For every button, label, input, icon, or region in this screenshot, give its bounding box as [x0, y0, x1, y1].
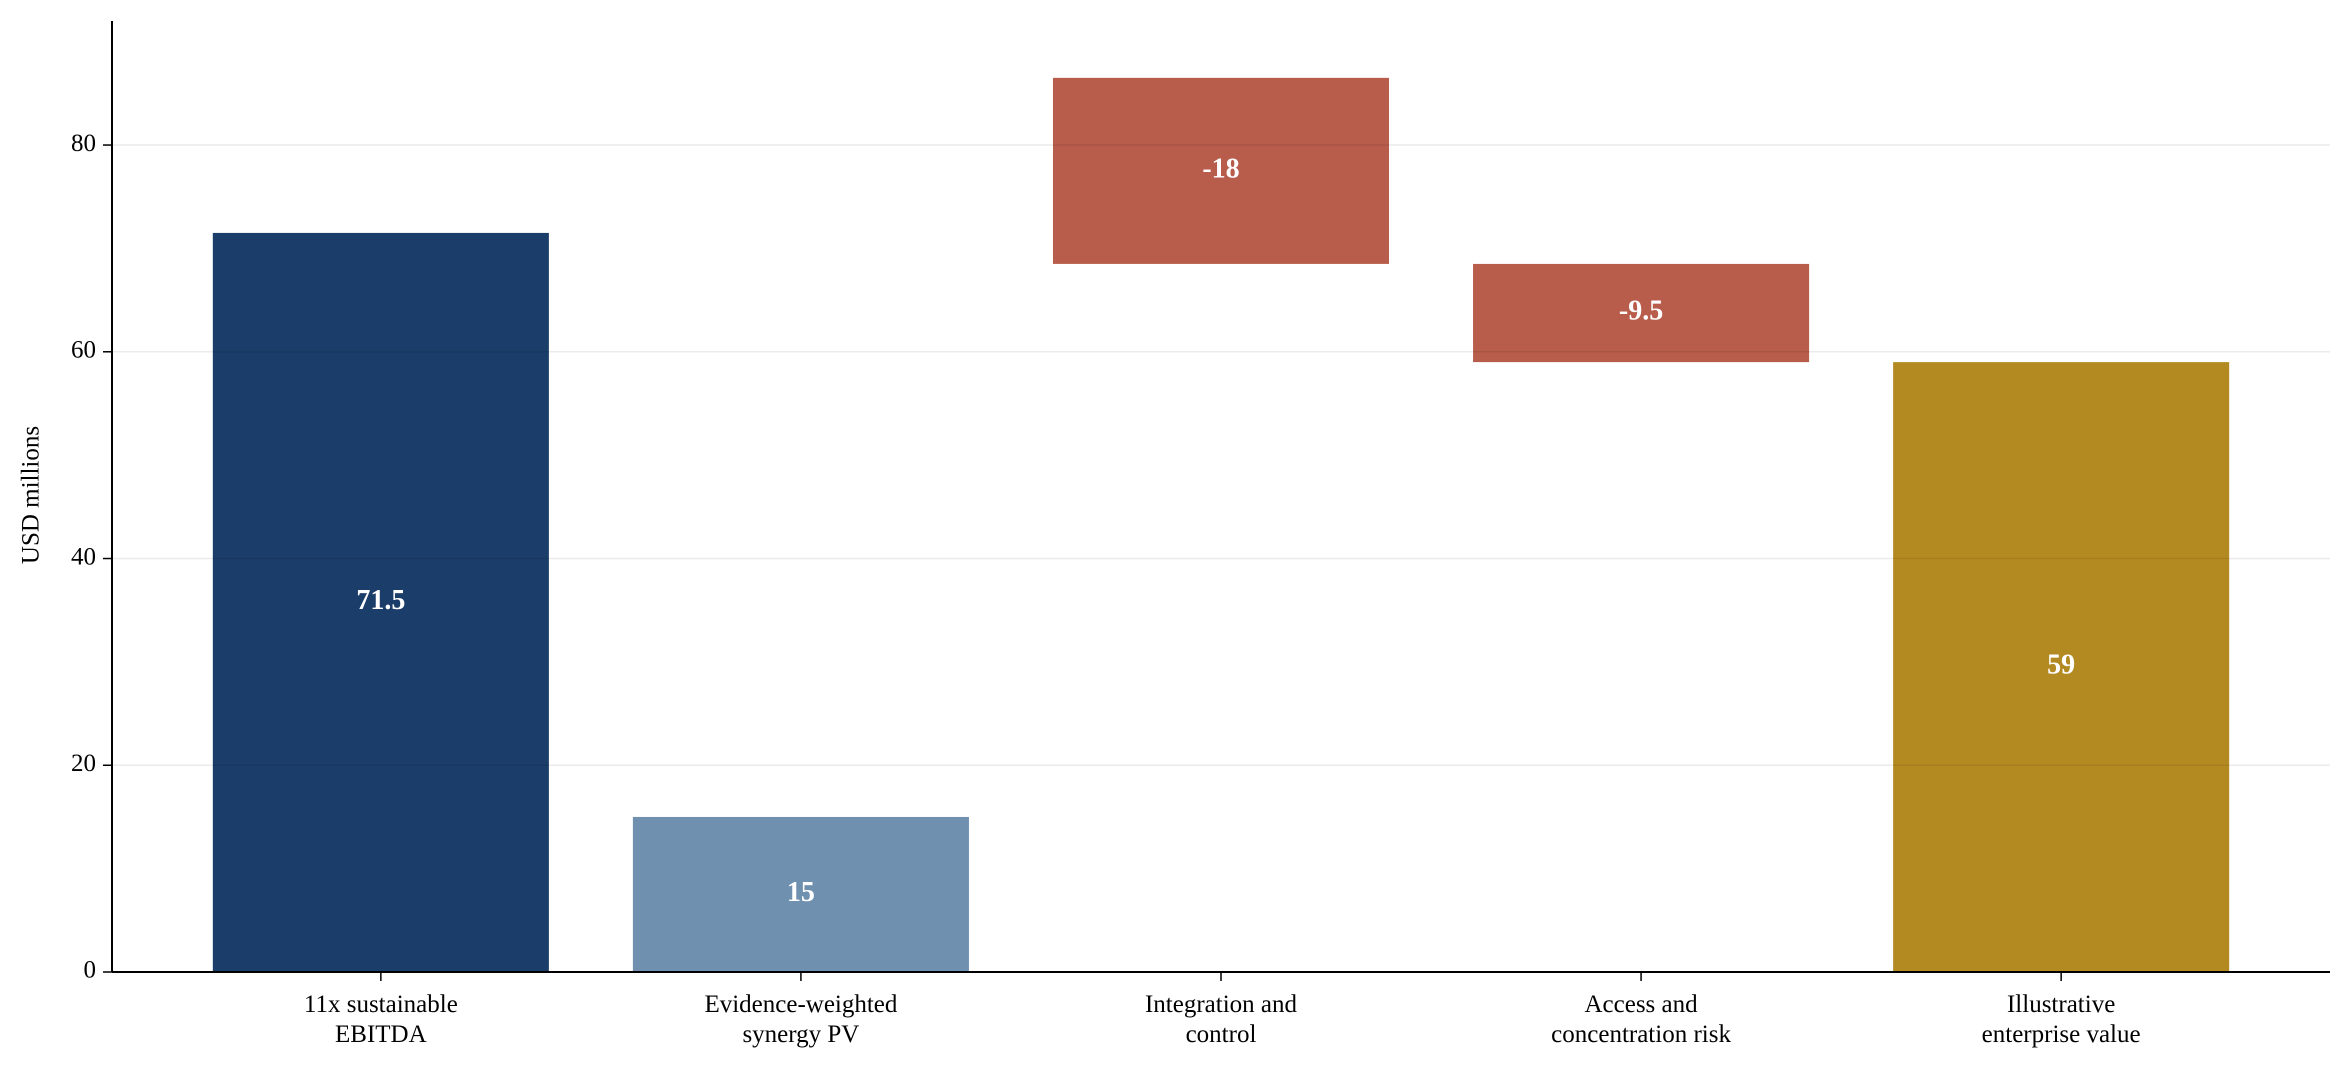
value-label: 15 — [787, 877, 815, 908]
value-label: 59 — [2047, 649, 2075, 680]
bar — [1893, 362, 2230, 972]
x-tick-label: Evidence-weighted synergy PV — [704, 991, 898, 1048]
x-tick-label: Illustrative enterprise value — [1981, 991, 2141, 1048]
value-label: -18 — [1202, 153, 1239, 184]
y-tick-label: 20 — [71, 750, 96, 777]
bar — [212, 232, 549, 973]
value-label: 71.5 — [356, 585, 405, 616]
y-tick-label: 80 — [71, 130, 96, 157]
y-tick-label: 40 — [71, 543, 96, 570]
bar — [1052, 77, 1390, 264]
y-tick-label: 0 — [84, 957, 97, 984]
value-label: -9.5 — [1619, 295, 1663, 326]
y-tick-label: 60 — [71, 337, 96, 364]
y-axis-label: USD millions — [18, 426, 45, 564]
bar — [1473, 263, 1810, 363]
x-tick-label: Integration and control — [1144, 991, 1298, 1048]
x-tick-label: Access and concentration risk — [1551, 991, 1731, 1048]
x-tick-label: 11x sustainable EBITDA — [303, 991, 458, 1048]
bar — [632, 816, 969, 972]
